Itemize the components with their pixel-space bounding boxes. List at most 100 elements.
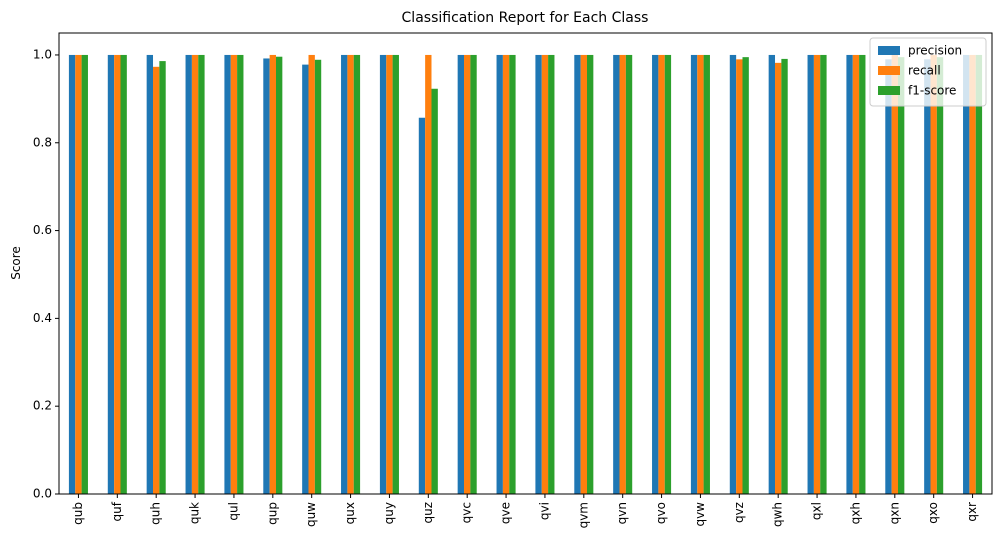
x-tick-label: qvn	[615, 502, 629, 524]
bar-f1-score-qvc	[470, 54, 477, 494]
x-tick-label: quh	[149, 502, 163, 525]
x-tick-label: qup	[265, 502, 279, 525]
bar-precision-qup	[263, 58, 270, 495]
bar-precision-qvm	[574, 54, 581, 494]
bar-precision-qvo	[652, 54, 659, 494]
bar-f1-score-quk	[198, 54, 205, 494]
x-tick-label: qxo	[926, 502, 940, 524]
bar-recall-qvz	[736, 59, 743, 495]
bar-recall-qux	[347, 54, 354, 494]
bar-f1-score-quy	[392, 54, 399, 494]
x-tick-label: qve	[499, 502, 513, 524]
x-tick-label: quz	[421, 502, 435, 524]
bar-recall-quz	[425, 54, 432, 494]
x-tick-label: qvz	[732, 502, 746, 523]
x-tick-label: quf	[110, 501, 124, 521]
bar-recall-qxl	[813, 54, 821, 494]
bar-recall-qvm	[580, 54, 587, 494]
legend-label-recall: recall	[908, 64, 941, 78]
bar-precision-qvz	[729, 54, 737, 494]
bar-f1-score-qvz	[742, 57, 749, 495]
bar-precision-qvw	[690, 54, 698, 494]
bar-recall-qvi	[541, 54, 549, 494]
x-tick-label: qwh	[771, 502, 785, 527]
x-tick-label: quw	[304, 502, 318, 527]
x-tick-label: qux	[343, 502, 357, 524]
bar-precision-quk	[185, 54, 192, 494]
x-tick-label: qxh	[848, 502, 862, 524]
x-tick-label: qvo	[654, 502, 668, 524]
bar-recall-qxn	[891, 54, 898, 494]
bar-f1-score-qvi	[548, 54, 555, 494]
legend-label-precision: precision	[908, 44, 962, 58]
x-tick-label: qxr	[965, 502, 979, 522]
bar-f1-score-qul	[237, 54, 244, 494]
bar-f1-score-qxl	[820, 54, 827, 494]
bar-f1-score-qvw	[703, 54, 710, 494]
bar-recall-qve	[502, 54, 510, 494]
bar-precision-qxh	[846, 54, 853, 494]
bar-precision-qxn	[885, 59, 892, 495]
bars-layer	[68, 54, 983, 495]
y-axis: 0.0 0.2 0.4 0.6 0.8 1.0	[33, 47, 59, 501]
bar-precision-qwh	[768, 54, 776, 494]
bar-f1-score-qvm	[586, 54, 594, 494]
bar-precision-qul	[224, 54, 231, 494]
bar-f1-score-qwh	[781, 58, 788, 495]
legend-swatch-f1-score	[878, 86, 900, 95]
bar-recall-qvc	[464, 54, 471, 494]
bar-precision-qvi	[535, 54, 542, 494]
x-tick-label: qvi	[537, 502, 551, 520]
bar-recall-qxo	[930, 54, 937, 494]
bar-recall-qvo	[658, 54, 665, 494]
bar-precision-qve	[496, 54, 503, 494]
bar-f1-score-quh	[159, 61, 166, 494]
bar-precision-qux	[341, 54, 348, 494]
legend-swatch-recall	[878, 66, 900, 75]
bar-f1-score-qvo	[664, 54, 672, 494]
bar-f1-score-qup	[275, 56, 283, 495]
y-tick-label: 0.8	[33, 135, 52, 149]
bar-f1-score-qve	[509, 54, 516, 494]
x-tick-label: quk	[188, 502, 202, 524]
y-tick-label: 1.0	[33, 47, 52, 61]
legend-label-f1-score: f1-score	[908, 84, 956, 98]
bar-f1-score-qxo	[936, 57, 944, 495]
legend-swatch-precision	[878, 46, 900, 55]
bar-f1-score-qub	[81, 54, 88, 494]
bar-f1-score-qxn	[897, 57, 905, 495]
bar-recall-qub	[75, 54, 82, 494]
bar-precision-quz	[418, 117, 426, 495]
y-tick-label: 0.6	[33, 223, 52, 237]
legend: precision recall f1-score	[869, 37, 987, 107]
bar-precision-qxl	[807, 54, 814, 494]
bar-f1-score-qxh	[859, 54, 866, 494]
bar-recall-qup	[269, 54, 276, 494]
bar-precision-qxr	[963, 54, 970, 494]
bar-f1-score-qxr	[975, 54, 983, 494]
x-tick-label: qxl	[810, 502, 824, 520]
y-tick-label: 0.0	[33, 487, 52, 501]
x-tick-label: qul	[226, 502, 240, 521]
plot-frame	[58, 32, 993, 495]
bar-recall-qwh	[775, 62, 782, 495]
bar-recall-quy	[386, 54, 393, 494]
bar-f1-score-quz	[431, 88, 438, 494]
bar-precision-quw	[302, 64, 309, 495]
y-tick-label: 0.2	[33, 399, 52, 413]
bar-f1-score-qvn	[625, 54, 633, 494]
y-axis-label: Score	[9, 246, 23, 280]
bar-recall-qvw	[697, 54, 704, 494]
x-tick-label: qub	[71, 502, 85, 525]
y-tick-label: 0.4	[33, 311, 52, 325]
x-tick-label: quy	[382, 502, 396, 524]
bar-precision-qxo	[924, 59, 931, 495]
bar-recall-qxr	[969, 54, 976, 494]
x-axis: qub quf quh quk qul qup quw qux quy quz qvc qve qvi q…	[71, 494, 979, 528]
bar-recall-qvn	[619, 54, 626, 494]
bar-f1-score-qux	[353, 54, 361, 494]
bar-precision-quf	[107, 54, 115, 494]
x-tick-label: qvw	[693, 502, 707, 527]
bar-precision-quy	[379, 54, 387, 494]
